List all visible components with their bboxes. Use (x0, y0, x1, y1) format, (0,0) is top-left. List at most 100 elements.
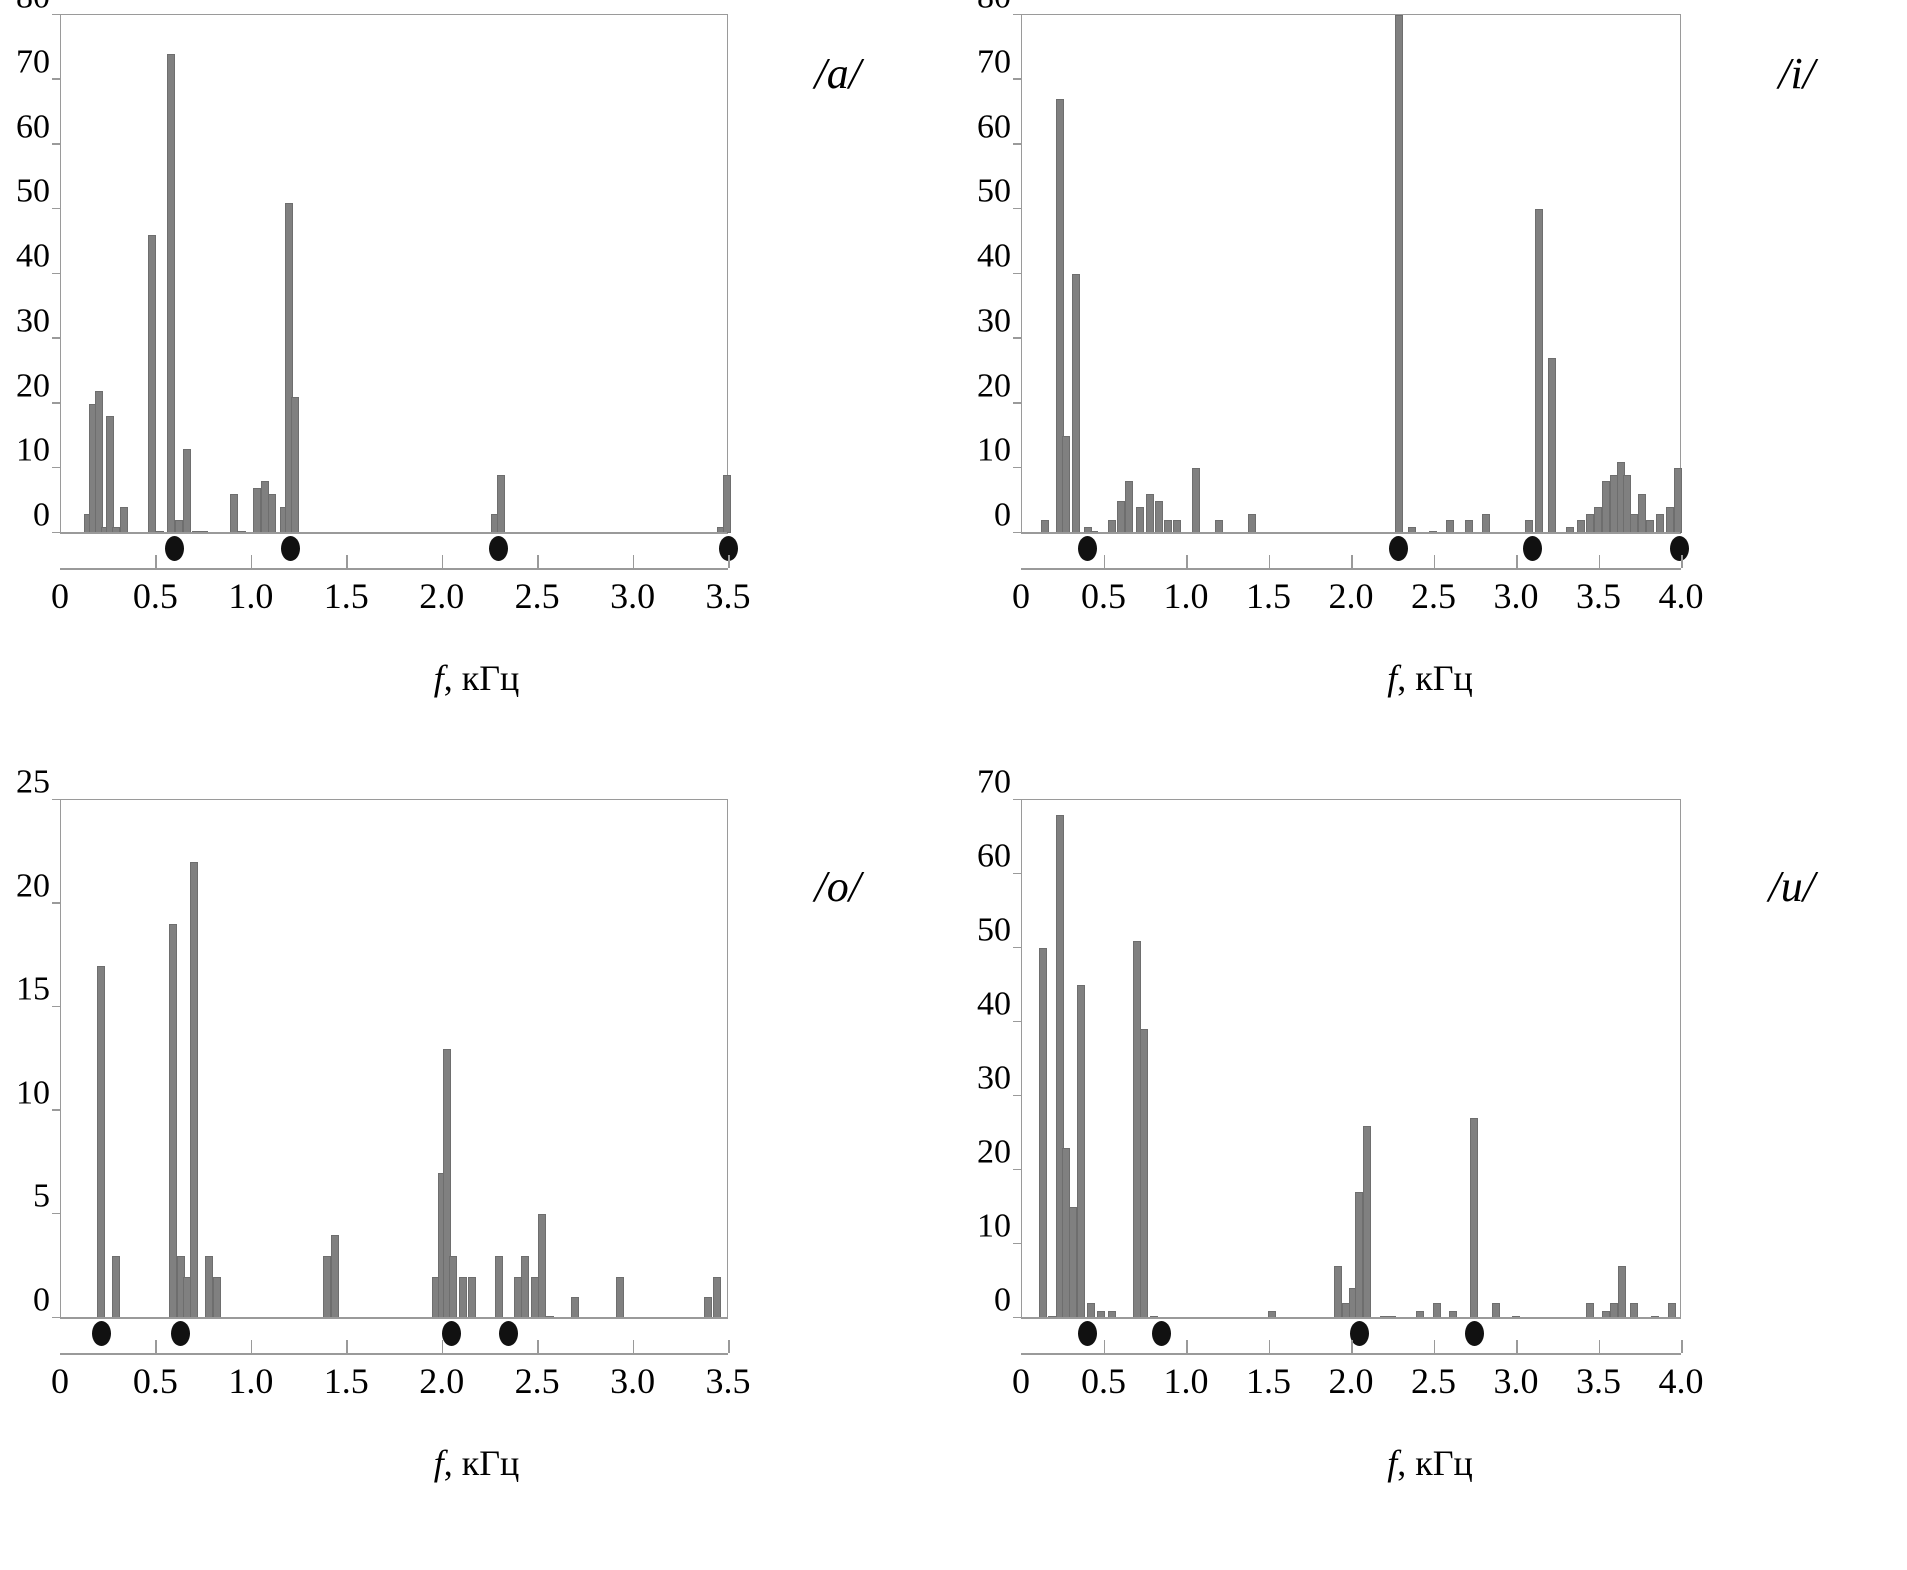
formant-dot (441, 1321, 461, 1346)
x-tick-label: 2.0 (1328, 576, 1374, 616)
x-tick (537, 1340, 539, 1353)
y-tick-label: 60 (977, 837, 1011, 875)
y-tick-label: 50 (977, 172, 1011, 210)
formant-dot (1523, 536, 1542, 561)
y-tick (52, 143, 61, 145)
y-tick (1013, 1094, 1022, 1096)
x-tick-label: 3.0 (1493, 576, 1539, 616)
x-tick-label: 3.5 (705, 1361, 751, 1401)
x-tick-label: 3.0 (1493, 1361, 1539, 1401)
y-tick-label: 15 (16, 970, 50, 1008)
x-tick (632, 1340, 635, 1353)
y-tick-label: 10 (16, 1074, 50, 1112)
bar (268, 494, 277, 533)
bars-u (1022, 800, 1680, 1318)
x-axis-line-a (60, 568, 728, 570)
x-axis-line-i (1021, 568, 1681, 570)
zero-line-o (61, 1316, 727, 1318)
bar (331, 1235, 339, 1318)
y-tick (1013, 466, 1022, 469)
y-tick-label: 70 (16, 43, 50, 81)
bar (1333, 1266, 1342, 1318)
y-tick-label: 20 (977, 366, 1011, 404)
panel-i: 0 10 20 30 40 50 60 70 80 /i/ 0 0.5 1.0 1.5 2.0 2.5 3.… (953, 0, 1907, 785)
x-tick (1598, 1340, 1600, 1353)
zero-line-i (1022, 531, 1680, 533)
y-tick-label: 40 (977, 237, 1011, 275)
y-tick-label: 0 (33, 1281, 50, 1319)
phoneme-label-u: /u/ (1768, 862, 1815, 911)
y-tick (52, 207, 61, 210)
bar (95, 390, 104, 533)
x-axis-title-symbol-i: f (1387, 658, 1398, 698)
y-tick-label: 70 (977, 43, 1011, 81)
plot-area-o: 0 5 10 15 20 25 (16, 765, 728, 1319)
bar (1585, 513, 1594, 533)
y-tick-label: 20 (977, 1133, 1011, 1171)
y-tick (1013, 143, 1022, 145)
y-tick (52, 466, 61, 469)
x-tick-label: 1.5 (1246, 576, 1291, 616)
x-tick-label: 1.5 (323, 576, 369, 616)
bar (1077, 985, 1086, 1318)
bar (713, 1276, 722, 1318)
x-axis-line-u (1021, 1353, 1681, 1355)
x-tick-label: 0.5 (1081, 1361, 1126, 1401)
bar (1534, 209, 1543, 533)
x-axis-title-o: f, кГц (0, 1445, 953, 1481)
bars-a (61, 15, 731, 533)
y-tick-label: 0 (33, 496, 50, 534)
phoneme-label-a: /a/ (814, 49, 861, 98)
plot-area-i: 0 10 20 30 40 50 60 70 80 (977, 0, 1683, 534)
y-tick-label: 30 (977, 1059, 1011, 1097)
y-tick-label: 50 (16, 172, 50, 210)
bar (190, 862, 199, 1318)
y-tick-label: 30 (977, 302, 1011, 340)
formant-dot (1349, 1321, 1369, 1346)
y-tick-label: 80 (16, 0, 50, 14)
panel-a: 0 10 20 30 40 50 60 70 80 /a/ 0 0.5 1.0 1.5 2.0 2.5 3.… (0, 0, 953, 785)
y-tick (1013, 531, 1022, 533)
formant-dot (1077, 1321, 1097, 1346)
bar (723, 474, 731, 533)
bar (291, 397, 300, 533)
formant-dot (718, 536, 738, 561)
formant-dot (281, 536, 301, 561)
x-tick (1103, 1340, 1105, 1353)
y-tick-label: 20 (16, 866, 50, 904)
y-tick (1013, 13, 1022, 15)
x-tick-label: 2.5 (1411, 1361, 1456, 1401)
x-tick-label: 3.0 (610, 1361, 656, 1401)
x-tick (728, 555, 730, 568)
x-tick-label: 2.0 (1328, 1361, 1374, 1401)
bar (1139, 1029, 1148, 1318)
bar (1638, 494, 1647, 533)
y-tick (1013, 272, 1022, 274)
bar (1068, 1207, 1077, 1318)
bar (182, 448, 191, 533)
x-tick-label: 3.5 (1576, 1361, 1621, 1401)
x-tick (441, 555, 444, 568)
formant-dot (499, 1321, 518, 1346)
bar (1470, 1118, 1479, 1318)
x-tick (1186, 1340, 1188, 1353)
bar (1618, 1266, 1627, 1318)
y-tick-label: 0 (994, 1281, 1011, 1319)
x-tick-label: 0.5 (1081, 576, 1126, 616)
y-tick-label: 5 (33, 1177, 50, 1215)
formant-dot (1077, 536, 1097, 561)
bar (1136, 507, 1145, 533)
y-tick-label: 30 (16, 302, 50, 340)
bar (230, 494, 239, 533)
y-tick (52, 1316, 61, 1318)
bar (1039, 948, 1048, 1318)
panel-o: 0 5 10 15 20 25 /o/ 0 0.5 1.0 1.5 2.0 2.5 3.0 3.5 f,… (0, 765, 953, 1570)
bar (1072, 274, 1081, 533)
x-axis-title-symbol-a: f (433, 658, 444, 698)
bar (494, 1255, 503, 1318)
formant-dot (1151, 1321, 1171, 1346)
y-tick (1013, 337, 1022, 339)
bar (1394, 15, 1403, 533)
zero-line-u (1022, 1316, 1680, 1318)
